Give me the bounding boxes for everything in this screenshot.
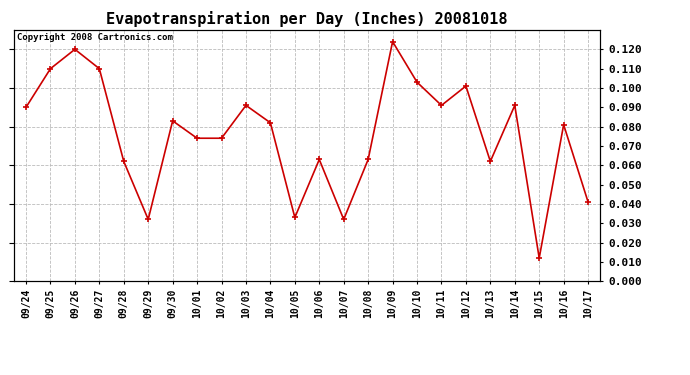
Title: Evapotranspiration per Day (Inches) 20081018: Evapotranspiration per Day (Inches) 2008… <box>106 12 508 27</box>
Text: Copyright 2008 Cartronics.com: Copyright 2008 Cartronics.com <box>17 33 172 42</box>
